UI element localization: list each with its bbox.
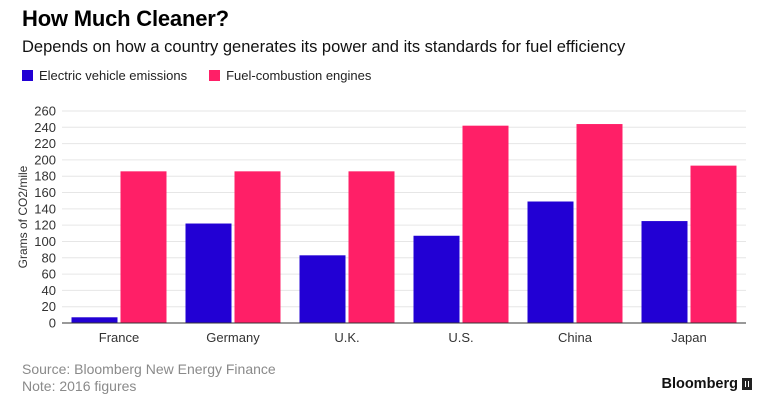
y-tick-label: 20 — [42, 299, 56, 314]
x-tick-label: Japan — [671, 330, 706, 345]
x-tick-label: France — [99, 330, 139, 345]
y-tick-label: 200 — [34, 152, 56, 167]
legend-label-combustion: Fuel-combustion engines — [226, 68, 372, 83]
bar-electric — [641, 221, 688, 323]
bar-electric — [71, 317, 118, 323]
legend-swatch-combustion — [209, 70, 221, 81]
y-tick-label: 120 — [34, 218, 56, 233]
y-tick-label: 180 — [34, 169, 56, 184]
bar-electric — [413, 235, 460, 323]
footer: Source: Bloomberg New Energy Finance Not… — [22, 361, 276, 395]
legend-item-combustion: Fuel-combustion engines — [209, 68, 371, 83]
y-tick-label: 60 — [42, 267, 56, 282]
legend-item-electric: Electric vehicle emissions — [22, 68, 187, 83]
bloomberg-logo: Bloomberg — [661, 376, 752, 392]
x-tick-label: Germany — [206, 330, 260, 345]
bar-combustion — [234, 171, 281, 323]
brand-name: Bloomberg — [661, 376, 738, 392]
bar-combustion — [348, 171, 395, 323]
y-tick-label: 240 — [34, 120, 56, 135]
bar-combustion — [462, 125, 509, 323]
bar-combustion — [576, 124, 623, 324]
bar-combustion — [690, 165, 737, 323]
legend-label-electric: Electric vehicle emissions — [39, 68, 188, 83]
bloomberg-chart-icon — [742, 378, 752, 390]
y-tick-label: 40 — [42, 283, 56, 298]
x-tick-label: China — [558, 330, 593, 345]
chart-subtitle: Depends on how a country generates its p… — [22, 38, 626, 56]
x-tick-label: U.K. — [334, 330, 359, 345]
legend: Electric vehicle emissions Fuel-combusti… — [22, 68, 393, 83]
y-tick-label: 160 — [34, 185, 56, 200]
chart-title: How Much Cleaner? — [22, 6, 229, 31]
x-tick-label: U.S. — [448, 330, 473, 345]
bar-combustion — [120, 171, 167, 323]
y-tick-label: 220 — [34, 136, 56, 151]
y-axis-title: Grams of CO2/mile — [16, 165, 30, 268]
bar-electric — [527, 201, 574, 323]
y-tick-label: 80 — [42, 250, 56, 265]
figures-note: Note: 2016 figures — [22, 378, 137, 394]
bar-electric — [185, 223, 232, 323]
y-tick-label: 260 — [34, 104, 56, 119]
source-note: Source: Bloomberg New Energy Finance — [22, 361, 276, 377]
bar-electric — [299, 255, 346, 323]
legend-swatch-electric — [22, 70, 33, 81]
y-tick-label: 0 — [49, 316, 56, 331]
y-tick-label: 100 — [34, 234, 56, 249]
y-tick-label: 140 — [34, 201, 56, 216]
